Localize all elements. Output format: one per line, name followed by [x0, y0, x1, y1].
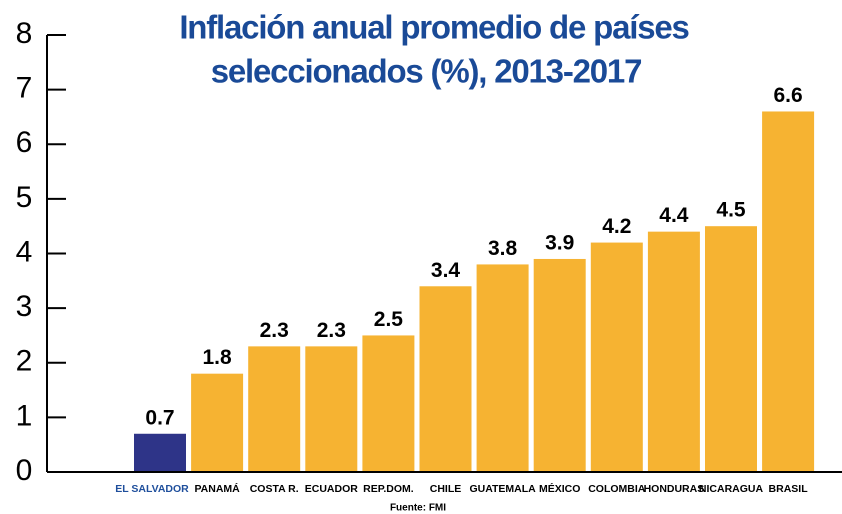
bar: [248, 346, 301, 472]
bar: [362, 335, 415, 472]
chart-title: Inflación anual promedio de países: [179, 9, 688, 46]
y-tick-label: 8: [16, 17, 33, 50]
value-label: 6.6: [773, 84, 802, 107]
value-label: 2.3: [260, 319, 289, 342]
y-tick-label: 7: [16, 72, 33, 105]
value-label: 4.4: [659, 204, 689, 227]
y-tick-label: 2: [16, 345, 33, 378]
value-label: 0.7: [145, 406, 174, 429]
x-tick-label: PANAMÁ: [194, 482, 240, 495]
bar: [134, 433, 186, 472]
y-tick-label: 4: [16, 235, 33, 268]
bar: [762, 111, 815, 472]
x-tick-label: MÉXICO: [539, 482, 580, 495]
bar: [191, 373, 244, 472]
x-tick-label: GUATEMALA: [469, 483, 536, 495]
value-label: 4.5: [716, 199, 746, 222]
bar: [705, 226, 757, 472]
y-tick-label: 3: [16, 290, 33, 323]
bar: [305, 346, 358, 472]
y-tick-label: 5: [16, 181, 33, 214]
value-label: 2.5: [374, 308, 404, 331]
value-label: 4.2: [602, 215, 631, 238]
bar: [419, 286, 472, 472]
chart-subtitle: seleccionados (%), 2013-2017: [211, 53, 641, 90]
x-tick-label: COLOMBIA: [588, 483, 646, 495]
x-tick-label: BRASIL: [769, 483, 809, 495]
bar: [647, 231, 700, 472]
y-tick-label: 6: [16, 126, 33, 159]
x-tick-label: EL SALVADOR: [115, 483, 189, 495]
x-tick-label: COSTA R.: [250, 483, 299, 495]
bar: [476, 264, 529, 472]
x-tick-label: REP.DOM.: [363, 483, 414, 495]
source-note: Fuente: FMI: [390, 503, 446, 514]
bar: [590, 242, 643, 472]
x-tick-label: HONDURAS: [644, 483, 705, 495]
value-label: 3.9: [545, 232, 574, 255]
value-label: 1.8: [202, 346, 232, 369]
x-tick-label: NICARAGUA: [699, 483, 764, 495]
y-tick-label: 0: [16, 454, 33, 487]
value-label: 2.3: [317, 319, 346, 342]
bar: [533, 258, 586, 472]
value-label: 3.8: [488, 237, 518, 260]
y-tick-label: 1: [16, 399, 33, 432]
value-label: 3.4: [431, 259, 461, 282]
x-tick-label: CHILE: [430, 483, 462, 495]
x-tick-label: ECUADOR: [305, 483, 359, 495]
